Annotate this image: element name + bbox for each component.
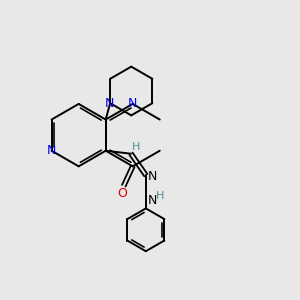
- Text: H: H: [156, 191, 164, 201]
- Text: H: H: [132, 142, 140, 152]
- Text: N: N: [147, 169, 157, 182]
- Text: N: N: [128, 98, 137, 110]
- Text: N: N: [105, 97, 114, 110]
- Text: O: O: [117, 188, 127, 200]
- Text: N: N: [147, 194, 157, 207]
- Text: N: N: [47, 144, 56, 157]
